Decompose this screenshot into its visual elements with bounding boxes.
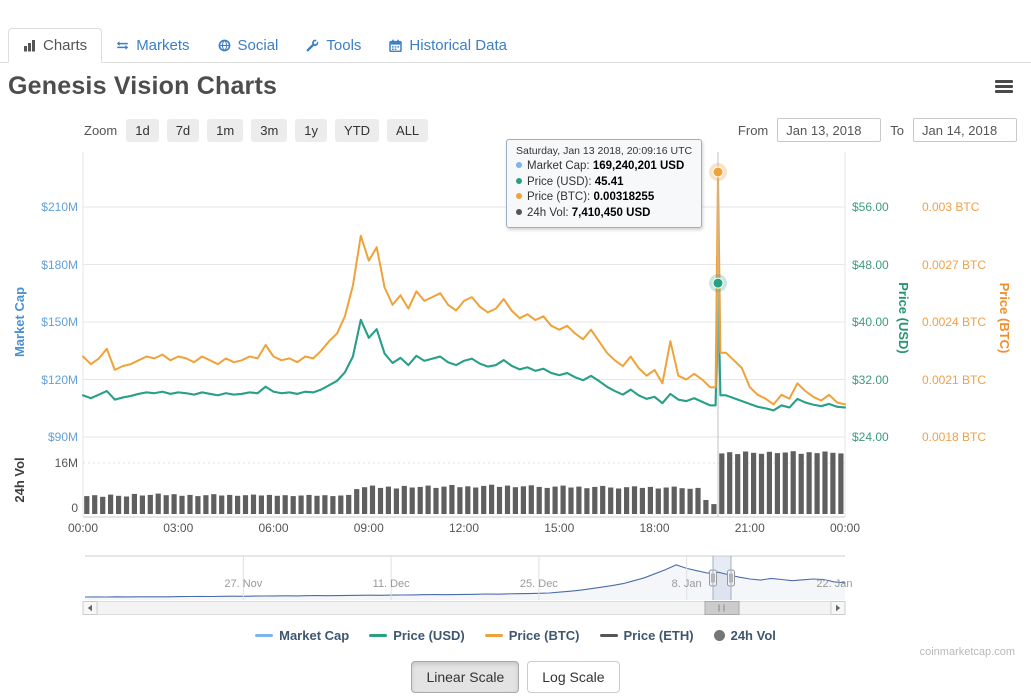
tab-label: Historical Data xyxy=(409,36,507,54)
zoom-button-7d[interactable]: 7d xyxy=(166,118,200,142)
log-scale-button[interactable]: Log Scale xyxy=(527,661,620,693)
legend-item-price-eth-[interactable]: Price (ETH) xyxy=(599,628,694,643)
legend-line-icon xyxy=(484,634,503,637)
tab-historical-data[interactable]: Historical Data xyxy=(375,28,521,62)
to-date-input[interactable] xyxy=(913,118,1017,142)
linear-scale-button[interactable]: Linear Scale xyxy=(411,661,520,693)
tab-charts[interactable]: Charts xyxy=(8,28,103,63)
title-row: Genesis Vision Charts xyxy=(8,72,1017,101)
to-label: To xyxy=(890,122,904,138)
legend-item-market-cap[interactable]: Market Cap xyxy=(255,628,349,643)
social-icon xyxy=(218,39,231,52)
legend-label: 24h Vol xyxy=(730,628,776,643)
charts-icon xyxy=(23,39,36,52)
tab-label: Tools xyxy=(326,36,362,54)
zoom-buttons: 1d 7d 1m 3m 1y YTD ALL xyxy=(126,118,429,142)
menu-icon[interactable] xyxy=(991,76,1017,98)
legend-line-icon xyxy=(599,634,618,637)
tab-markets[interactable]: Markets xyxy=(102,28,203,62)
legend-label: Price (BTC) xyxy=(508,628,580,643)
zoom-button-1d[interactable]: 1d xyxy=(126,118,159,142)
watermark: coinmarketcap.com xyxy=(919,646,1015,658)
from-label: From xyxy=(737,122,769,138)
legend-line-icon xyxy=(255,634,274,637)
chart-plot-area[interactable] xyxy=(83,152,845,517)
navigator-line xyxy=(84,564,846,598)
tab-tools[interactable]: Tools xyxy=(292,28,375,62)
tools-icon xyxy=(306,38,320,52)
markets-icon xyxy=(116,39,129,52)
zoom-button-ytd[interactable]: YTD xyxy=(335,118,380,142)
zoom-button-3m[interactable]: 3m xyxy=(251,118,288,142)
legend-item-price-usd-[interactable]: Price (USD) xyxy=(369,628,465,643)
tab-label: Charts xyxy=(43,37,88,54)
price-usd-line xyxy=(82,282,846,412)
legend-label: Price (USD) xyxy=(393,628,465,643)
tab-social[interactable]: Social xyxy=(204,28,293,62)
page-title: Genesis Vision Charts xyxy=(8,72,278,100)
scrollbar xyxy=(82,601,846,615)
date-range: From To xyxy=(738,118,1017,142)
legend-label: Market Cap xyxy=(279,628,350,643)
legend-line-icon xyxy=(369,634,388,637)
tab-bar: Charts Markets Social Tools Historical Data xyxy=(0,28,1031,63)
chart-toolbar: Zoom 1d 7d 1m 3m 1y YTD ALL From To xyxy=(84,117,1017,143)
scale-buttons: Linear Scale Log Scale xyxy=(0,661,1031,693)
left-arrow-icon xyxy=(87,604,92,612)
from-date-input[interactable] xyxy=(777,118,882,142)
zoom-button-1m[interactable]: 1m xyxy=(207,118,244,142)
legend-circle-icon xyxy=(713,630,725,641)
zoom-label: Zoom xyxy=(84,122,118,138)
historical-icon xyxy=(389,39,403,52)
legend-item--h-vol[interactable]: 24h Vol xyxy=(713,628,776,643)
price-usd-marker xyxy=(712,277,724,289)
right-arrow-icon xyxy=(836,604,841,612)
tab-label: Markets xyxy=(136,36,190,54)
legend-label: Price (ETH) xyxy=(623,628,694,643)
tab-label: Social xyxy=(237,36,279,54)
chart-legend: Market Cap Price (USD) Price (BTC) Price (E… xyxy=(0,628,1031,643)
navigator-selection[interactable] xyxy=(713,556,731,600)
volume-bars xyxy=(84,451,844,514)
scrollbar-thumb[interactable] xyxy=(704,601,740,615)
zoom-button-all[interactable]: ALL xyxy=(387,118,429,142)
price-btc-marker xyxy=(712,166,724,178)
zoom-button-1y[interactable]: 1y xyxy=(295,118,328,142)
price-btc-line xyxy=(82,171,846,406)
legend-item-price-btc-[interactable]: Price (BTC) xyxy=(484,628,580,643)
